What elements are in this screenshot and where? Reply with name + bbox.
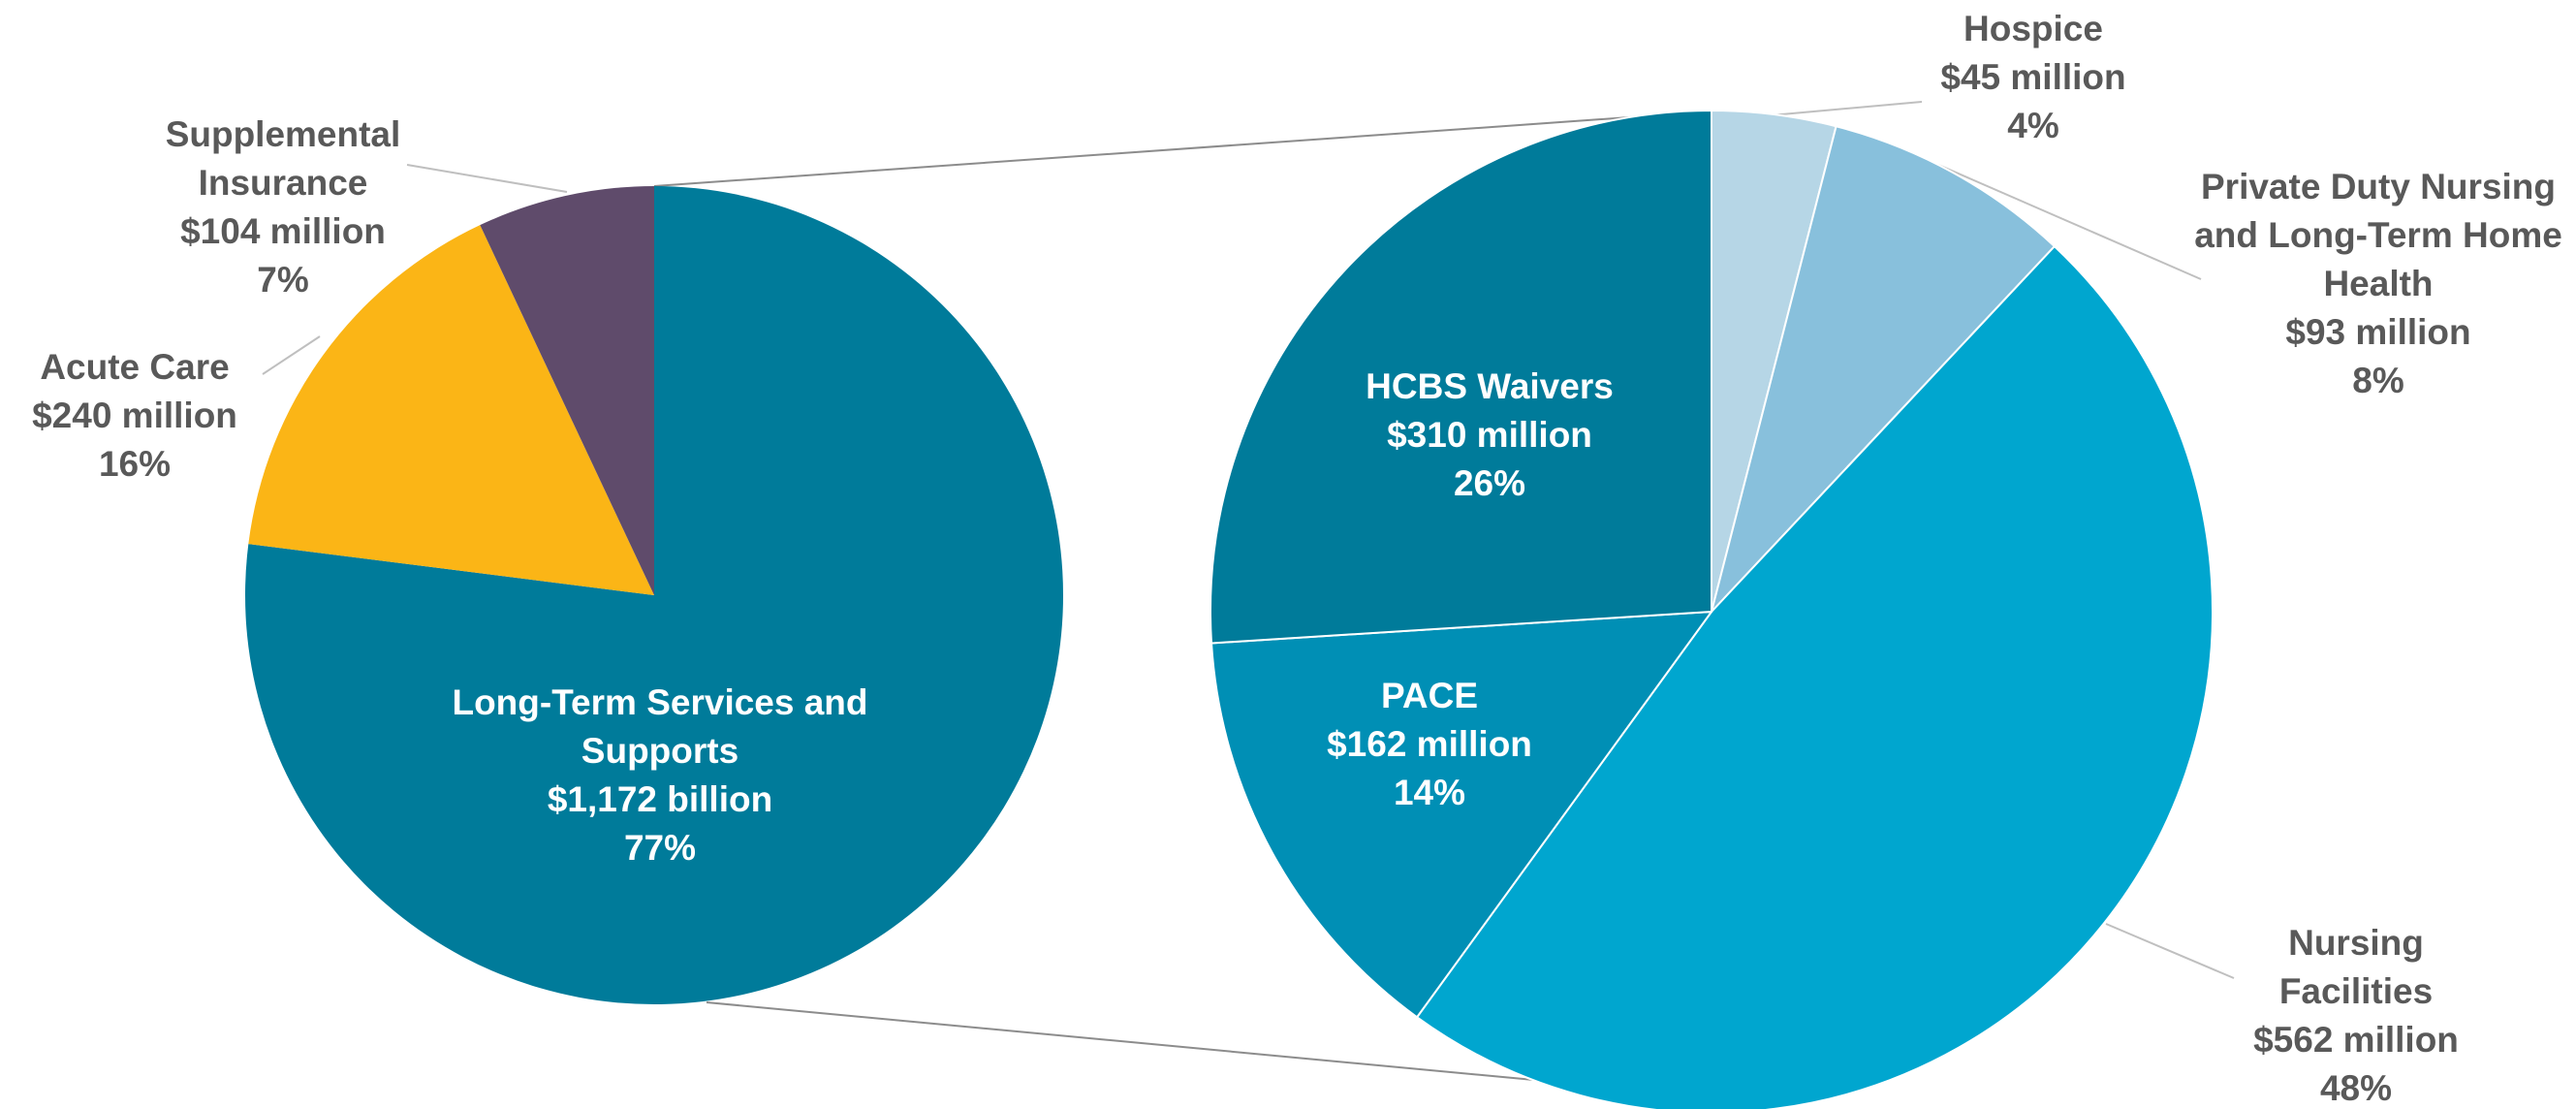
value-label: 48% bbox=[2319, 1068, 2393, 1108]
slice-label: Nursing Facilities $562 million 48% bbox=[2245, 919, 2467, 1109]
category-label: PACE bbox=[1380, 676, 1479, 715]
amount-label: $562 million bbox=[2253, 1020, 2459, 1060]
amount-label: $45 million bbox=[1940, 57, 2126, 97]
amount-label: $162 million bbox=[1327, 724, 1532, 764]
category-label: HCBS Waivers bbox=[1366, 366, 1614, 406]
leader-line bbox=[1937, 164, 2202, 280]
slice-label: PACE $162 million 14% bbox=[1284, 672, 1575, 817]
category-label: Hospice bbox=[1963, 9, 2103, 48]
pie-slice bbox=[1711, 125, 2057, 613]
amount-label: $1,172 billion bbox=[547, 779, 773, 819]
amount-label: $240 million bbox=[32, 396, 237, 435]
value-label: 8% bbox=[2352, 361, 2404, 400]
slice-label: Private Duty Nursing and Long-Term Home … bbox=[2189, 163, 2567, 405]
category-label: Private Duty Nursing and Long-Term Home … bbox=[2194, 167, 2562, 303]
leader-line bbox=[262, 335, 321, 375]
pie-slice bbox=[480, 186, 654, 595]
pie-slice bbox=[248, 225, 654, 596]
amount-label: $93 million bbox=[2285, 312, 2471, 352]
pie-slice bbox=[1209, 109, 1712, 645]
slice-label: Acute Care $240 million 16% bbox=[0, 343, 270, 489]
amount-label: $310 million bbox=[1387, 415, 1592, 455]
category-label: Acute Care bbox=[40, 347, 230, 387]
value-label: 26% bbox=[1453, 463, 1526, 503]
category-label: Long-Term Services and Supports bbox=[452, 682, 868, 771]
category-label: Supplemental Insurance bbox=[165, 114, 401, 203]
pie-slice bbox=[1209, 610, 1714, 1019]
slice-label: Long-Term Services and Supports $1,172 bi… bbox=[408, 679, 912, 872]
connector-line bbox=[653, 111, 1712, 187]
value-label: 16% bbox=[98, 444, 172, 484]
amount-label: $104 million bbox=[180, 211, 386, 251]
value-label: 4% bbox=[2007, 106, 2059, 145]
value-label: 7% bbox=[257, 260, 309, 300]
slice-label: Hospice $45 million 4% bbox=[1898, 5, 2169, 150]
slice-label: HCBS Waivers $310 million 26% bbox=[1315, 363, 1664, 508]
leader-line bbox=[2105, 923, 2235, 979]
pie-slice bbox=[245, 186, 1063, 1005]
leader-line bbox=[1770, 101, 1923, 116]
leader-line bbox=[406, 164, 568, 193]
connector-line bbox=[706, 1001, 1586, 1086]
pie-slice bbox=[1415, 244, 2214, 1109]
value-label: 14% bbox=[1393, 773, 1466, 812]
category-label: Nursing Facilities bbox=[2278, 923, 2434, 1011]
value-label: 77% bbox=[623, 828, 697, 868]
slice-label: Supplemental Insurance $104 million 7% bbox=[142, 111, 424, 304]
